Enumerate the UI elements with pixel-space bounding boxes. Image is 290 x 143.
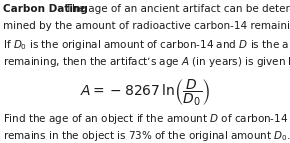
Text: remaining, then the artifact’s age $A$ (in years) is given by: remaining, then the artifact’s age $A$ (… xyxy=(3,55,290,69)
Text: $A = -8267\,\ln\!\left(\dfrac{D}{D_0}\right)$: $A = -8267\,\ln\!\left(\dfrac{D}{D_0}\ri… xyxy=(80,77,210,108)
Text: remains in the object is 73% of the original amount $D_0$.: remains in the object is 73% of the orig… xyxy=(3,129,290,143)
Text: The age of an ancient artifact can be deter-: The age of an ancient artifact can be de… xyxy=(56,4,290,14)
Text: If $D_0$ is the original amount of carbon-14 and $D$ is the amount: If $D_0$ is the original amount of carbo… xyxy=(3,38,290,52)
Text: Carbon Dating: Carbon Dating xyxy=(3,4,88,14)
Text: Find the age of an object if the amount $D$ of carbon-14 that: Find the age of an object if the amount … xyxy=(3,112,290,126)
Text: mined by the amount of radioactive carbon-14 remaining in it.: mined by the amount of radioactive carbo… xyxy=(3,21,290,31)
